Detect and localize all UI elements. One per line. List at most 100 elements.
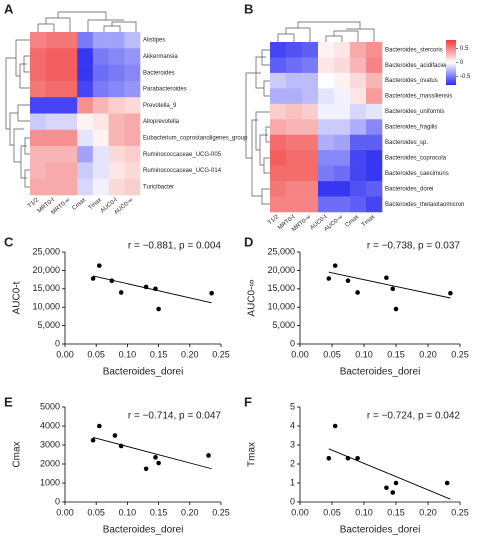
- x-tick-label: 0.05: [323, 349, 341, 359]
- heat-cell: [286, 119, 303, 136]
- x-tick-label: 0.20: [419, 507, 437, 517]
- heat-cell: [302, 42, 319, 58]
- x-tick-label: 0.00: [291, 507, 309, 517]
- panel-letter: A: [4, 1, 14, 16]
- y-axis-label: AUC0-t: [12, 281, 23, 314]
- row-label: Bacteroides_sp.: [385, 140, 428, 146]
- heat-cell: [302, 196, 319, 213]
- point: [384, 275, 389, 281]
- heat-cell: [270, 134, 287, 151]
- point: [97, 423, 102, 429]
- heat-cell: [77, 32, 94, 49]
- heat-cell: [124, 113, 141, 131]
- heat-cell: [124, 162, 141, 179]
- row-label: Bacteroides_stercoris: [385, 47, 443, 53]
- heat-cell: [61, 146, 78, 163]
- point: [209, 290, 214, 296]
- heat-cell: [61, 32, 78, 49]
- y-tick-label: 10,000: [32, 302, 60, 312]
- column-label: Cmax: [344, 214, 360, 229]
- row-label: Bacteroides_ovatus: [385, 78, 438, 84]
- heat-cell: [350, 196, 367, 213]
- heat-cell: [318, 57, 335, 74]
- annotation: r = −0.714, p = 0.047: [128, 411, 222, 422]
- y-tick-label: 25,000: [267, 246, 295, 256]
- row-label: Bacteroides_acidifaciens: [385, 63, 451, 69]
- y-tick-label: 20,000: [267, 265, 295, 275]
- heat-cell: [124, 48, 141, 65]
- y-tick-label: 0: [290, 338, 295, 348]
- y-axis-label: Tmax: [247, 442, 258, 467]
- heat-cell: [286, 72, 303, 89]
- heat-cell: [270, 196, 287, 213]
- heat-cell: [30, 64, 47, 82]
- heat-cell: [286, 181, 303, 197]
- heat-cell: [77, 129, 94, 147]
- heat-cell: [45, 162, 62, 179]
- x-axis-label: Bacteroides_dorei: [103, 525, 184, 536]
- heat-cell: [318, 196, 335, 213]
- point: [156, 306, 161, 312]
- point: [206, 453, 211, 458]
- heat-cell: [350, 150, 367, 166]
- heat-cell: [92, 80, 109, 98]
- heat-cell: [77, 113, 94, 131]
- point: [118, 290, 124, 295]
- heat-cell: [366, 196, 383, 213]
- y-tick-label: 0: [55, 496, 60, 506]
- row-label: Bacteroides_coprocola: [385, 155, 447, 161]
- heat-cell: [302, 57, 319, 74]
- heat-cell: [124, 178, 141, 196]
- x-tick-label: 0.15: [150, 507, 168, 517]
- heat-cell: [45, 178, 62, 196]
- row-label: Bacteroides_uniformis: [385, 109, 444, 115]
- y-tick-label: 15,000: [267, 283, 295, 293]
- panel-letter: E: [4, 394, 13, 409]
- heat-cell: [108, 64, 125, 82]
- heat-cell: [270, 72, 287, 89]
- heat-cell: [45, 32, 62, 49]
- heat-cell: [350, 42, 367, 58]
- point: [332, 263, 338, 268]
- x-axis-label: Bacteroides_dorei: [103, 367, 184, 378]
- x-axis-label: Bacteroides_dorei: [340, 525, 421, 536]
- heat-cell: [77, 48, 94, 65]
- heat-cell: [286, 103, 303, 120]
- heat-cell: [30, 162, 47, 179]
- heat-cell: [61, 178, 78, 196]
- colorbar: [446, 40, 456, 85]
- trendline: [328, 271, 451, 299]
- heat-cell: [92, 113, 109, 131]
- y-tick-label: 4000: [40, 420, 60, 430]
- row-label: Ruminococcaceae_UCG-005: [143, 152, 222, 158]
- heat-cell: [108, 97, 125, 114]
- heat-cell: [77, 97, 94, 114]
- heat-cell: [92, 129, 109, 147]
- y-tick-label: 2000: [40, 458, 60, 468]
- heat-cell: [30, 97, 47, 114]
- y-tick-label: 0: [55, 338, 60, 348]
- heat-cell: [302, 181, 319, 197]
- column-label: Cmax: [71, 197, 87, 212]
- heat-cell: [334, 42, 351, 58]
- heat-cell: [334, 72, 351, 89]
- annotation: r = −0.738, p = 0.037: [367, 241, 461, 252]
- y-tick-label: 1000: [40, 477, 60, 487]
- y-tick-label: 0: [290, 496, 295, 506]
- x-tick-label: 0.10: [119, 349, 137, 359]
- heat-cell: [108, 162, 125, 179]
- heat-cell: [350, 88, 367, 105]
- y-tick-label: 5: [290, 401, 295, 411]
- heat-cell: [318, 134, 335, 151]
- heat-cell: [45, 97, 62, 114]
- row-label: Akkermansia: [143, 54, 178, 60]
- point: [143, 284, 149, 290]
- heat-cell: [45, 64, 62, 82]
- x-tick-label: 0.10: [355, 507, 373, 517]
- point: [112, 433, 118, 438]
- point: [393, 306, 399, 312]
- y-tick-label: 15,000: [32, 283, 60, 293]
- point: [153, 286, 158, 292]
- point: [97, 263, 102, 268]
